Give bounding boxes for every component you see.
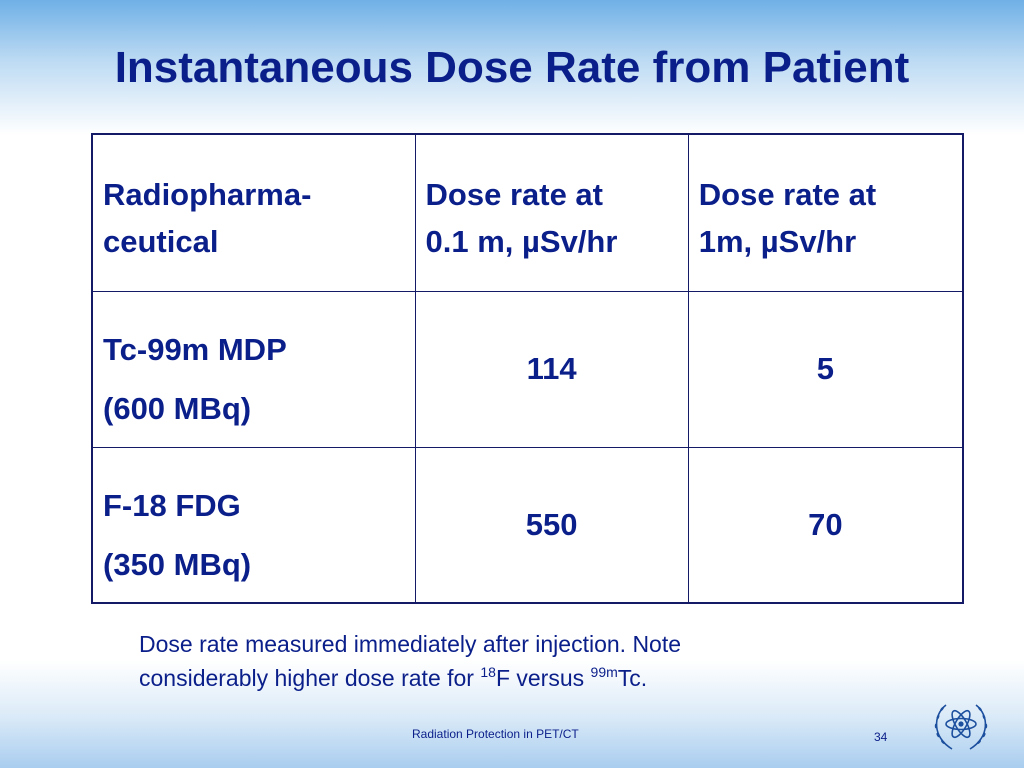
dose-rate-01m-cell: 550	[414, 446, 689, 604]
dose-rate-table: Radiopharma- ceutical Dose rate at 0.1 m…	[91, 133, 964, 604]
isotope-mass-18: 18	[480, 664, 496, 680]
radiopharmaceutical-cell: Tc-99m MDP (600 MBq)	[91, 290, 416, 448]
dose-rate-1m-cell: 70	[687, 446, 964, 604]
header-radiopharmaceutical: Radiopharma- ceutical	[91, 133, 416, 292]
footer-text: Radiation Protection in PET/CT	[412, 727, 579, 741]
header-dose-rate-1m: Dose rate at 1m, µSv/hr	[687, 133, 964, 292]
table-row: F-18 FDG (350 MBq) 550 70	[91, 446, 964, 604]
table-header-row: Radiopharma- ceutical Dose rate at 0.1 m…	[91, 133, 964, 292]
isotope-mass-99m: 99m	[590, 664, 618, 680]
radiopharmaceutical-cell: F-18 FDG (350 MBq)	[91, 446, 416, 604]
page-number: 34	[874, 730, 888, 744]
dose-rate-1m-cell: 5	[687, 290, 964, 448]
header-dose-rate-01m: Dose rate at 0.1 m, µSv/hr	[414, 133, 689, 292]
footnote-line-2: considerably higher dose rate for 18F ve…	[139, 664, 648, 691]
slide-title: Instantaneous Dose Rate from Patient	[114, 43, 910, 92]
footnote: Dose rate measured immediately after inj…	[139, 627, 859, 695]
iaea-logo-icon	[934, 704, 988, 750]
table-row: Tc-99m MDP (600 MBq) 114 5	[91, 290, 964, 448]
dose-rate-01m-cell: 114	[414, 290, 689, 448]
footnote-line-1: Dose rate measured immediately after inj…	[139, 631, 682, 657]
